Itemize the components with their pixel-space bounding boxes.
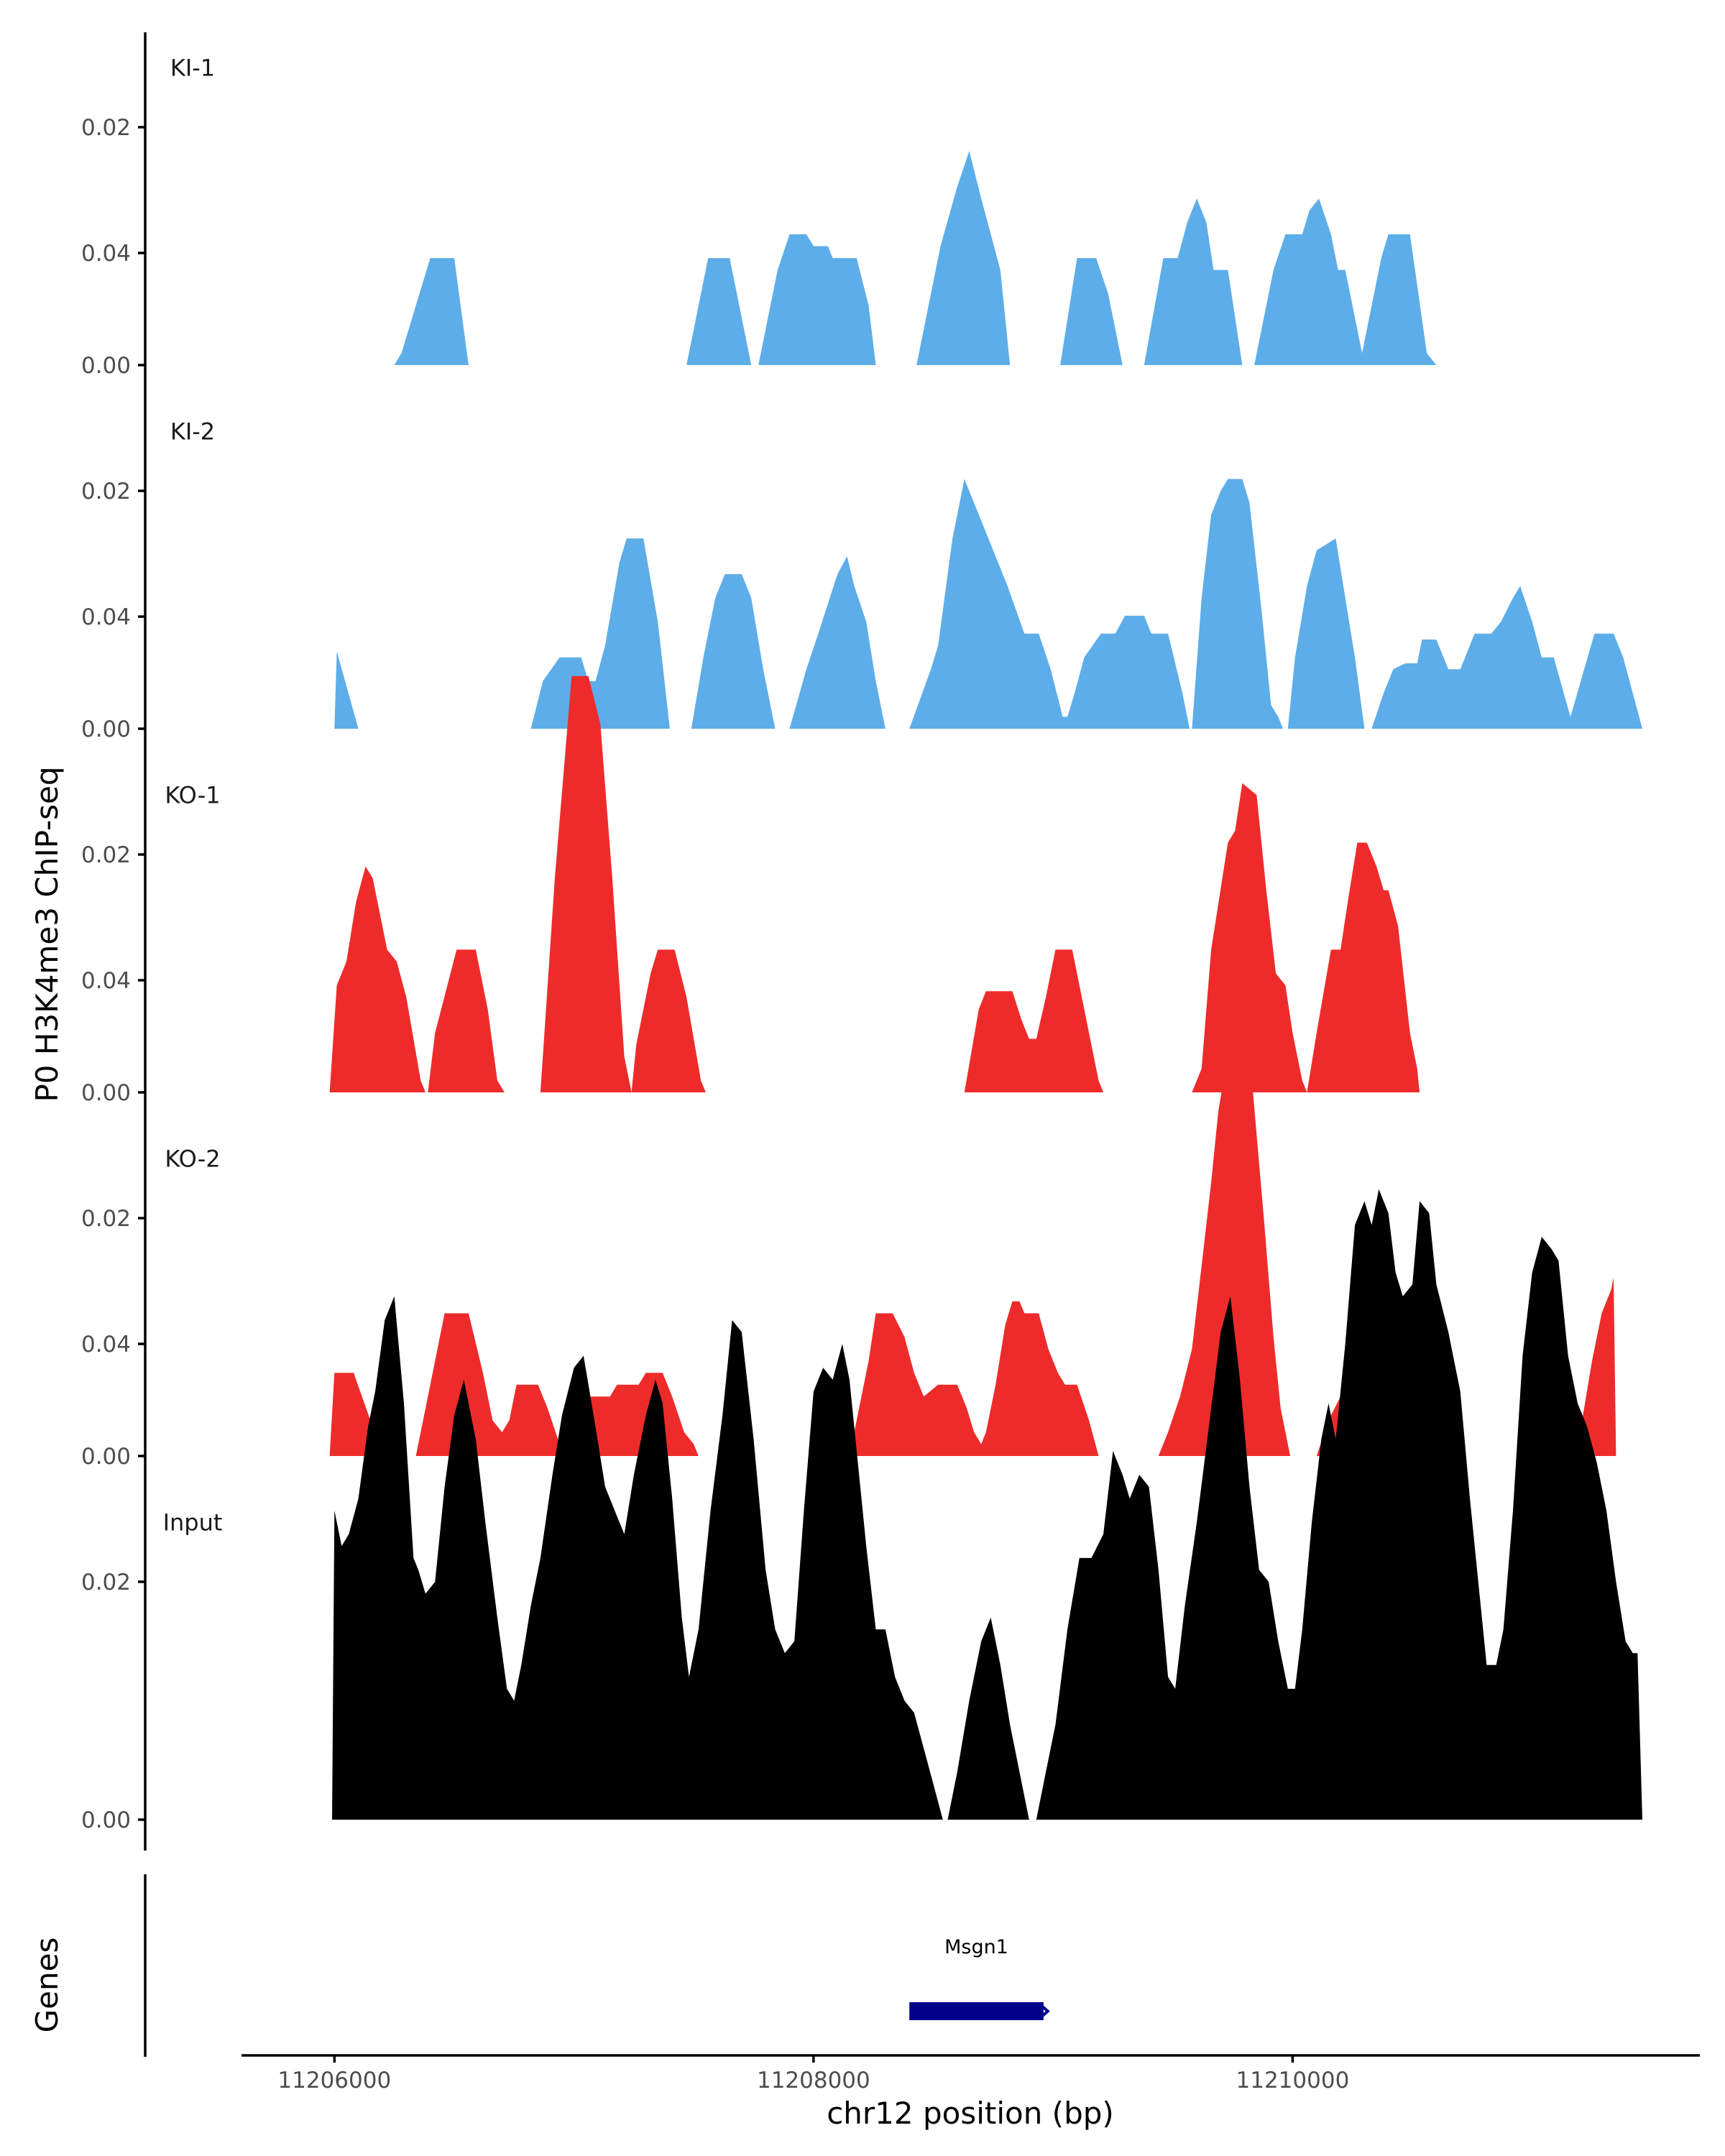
signal-peak bbox=[332, 1296, 943, 1820]
signal-peak bbox=[691, 573, 776, 729]
y-tick-label: 0.00 bbox=[81, 1444, 131, 1470]
signal-peak bbox=[428, 949, 505, 1092]
gene-label: Msgn1 bbox=[944, 1936, 1008, 1958]
signal-peak bbox=[394, 258, 469, 365]
signal-peak bbox=[1307, 842, 1420, 1092]
x-tick-label: 11208000 bbox=[757, 2068, 870, 2093]
signal-peak bbox=[686, 258, 752, 365]
gene-track-title: Genes bbox=[29, 1938, 65, 2033]
tracks-layer: 0.00 0.02 0.04 KI-1 0.00 0.02 0.04 KI-2 0.00 0.02… bbox=[81, 32, 1642, 1851]
strand-arrow-icon bbox=[1038, 2002, 1050, 2020]
x-axis-title: chr12 position (bp) bbox=[827, 2096, 1114, 2131]
signal-peak bbox=[334, 651, 359, 729]
y-axis-title: P0 H3K4me3 ChIP-seq bbox=[29, 766, 65, 1102]
y-tick-label: 0.04 bbox=[81, 241, 131, 267]
y-tick-label: 0.02 bbox=[81, 479, 131, 505]
signal-peak bbox=[1144, 198, 1243, 365]
signal-peak bbox=[1192, 479, 1284, 729]
signal-peak bbox=[329, 866, 426, 1092]
y-tick-label: 0.00 bbox=[81, 353, 131, 379]
y-tick-label: 0.04 bbox=[81, 1332, 131, 1358]
signal-peak bbox=[909, 479, 1190, 729]
x-tick-label: 11210000 bbox=[1236, 2068, 1350, 2093]
signal-peak bbox=[1158, 1004, 1291, 1456]
track-ki-1: 0.00 0.02 0.04 KI-1 bbox=[81, 32, 1437, 396]
signal-peak bbox=[789, 556, 886, 729]
y-tick-label: 0.02 bbox=[81, 842, 131, 868]
gene-body bbox=[909, 2002, 1044, 2020]
signal-peak bbox=[964, 949, 1104, 1092]
gene-track: Genes Msgn1 bbox=[29, 1874, 1050, 2057]
track-label: Input bbox=[163, 1508, 223, 1536]
y-tick-label: 0.02 bbox=[81, 1570, 131, 1595]
signal-peak bbox=[1060, 258, 1123, 365]
y-tick-label: 0.00 bbox=[81, 1080, 131, 1106]
signal-peak bbox=[530, 538, 670, 729]
signal-peak bbox=[916, 151, 1011, 365]
signal-peak bbox=[845, 1301, 1099, 1456]
signal-peak bbox=[1036, 1189, 1642, 1820]
signal-peak bbox=[631, 949, 706, 1092]
track-input: 0.00 0.02 0.04 Input bbox=[81, 1189, 1642, 1851]
signal-peak bbox=[540, 676, 632, 1092]
x-axis: 11206000 11208000 11210000 bbox=[242, 2054, 1700, 2093]
y-tick-label: 0.04 bbox=[81, 604, 131, 630]
y-tick-label: 0.02 bbox=[81, 115, 131, 141]
track-label: KI-1 bbox=[170, 54, 215, 81]
signal-peak bbox=[569, 1373, 699, 1456]
y-tick-label: 0.04 bbox=[81, 968, 131, 994]
signal-peak bbox=[1573, 1277, 1616, 1456]
track-label: KO-1 bbox=[165, 781, 220, 808]
y-tick-label: 0.00 bbox=[81, 1807, 131, 1833]
track-label: KI-2 bbox=[170, 418, 215, 445]
y-tick-label: 0.02 bbox=[81, 1206, 131, 1232]
signal-peak bbox=[758, 234, 876, 365]
y-tick-label: 0.00 bbox=[81, 717, 131, 742]
signal-peak bbox=[947, 1617, 1029, 1820]
track-ki-2: 0.00 0.02 0.04 KI-2 bbox=[81, 241, 1642, 760]
signal-peak bbox=[1371, 586, 1642, 729]
signal-peak bbox=[1192, 783, 1307, 1092]
signal-peak bbox=[1287, 538, 1365, 729]
signal-peak bbox=[415, 1313, 562, 1456]
x-tick-label: 11206000 bbox=[277, 2068, 391, 2093]
signal-peak bbox=[1254, 198, 1437, 365]
track-ko-1: 0.00 0.02 0.04 KO-1 bbox=[81, 604, 1420, 1123]
track-label: KO-2 bbox=[165, 1145, 220, 1172]
